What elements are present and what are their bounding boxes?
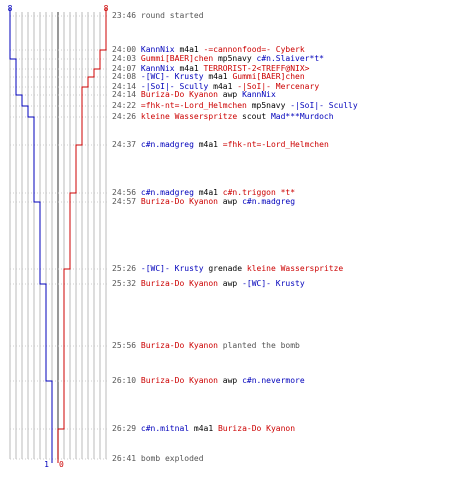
blue-player-name: c#n.madgreg: [140, 188, 194, 197]
event-text: awp: [217, 279, 243, 288]
blue-player-name: -[WC]- Krusty: [242, 279, 305, 288]
event-text: m4a1: [174, 64, 204, 73]
event-time: 25:32: [112, 279, 141, 288]
red-player-name: =fhk-nt=-Lord_Helmchen: [222, 140, 329, 149]
event-row: 25:32 Buriza-Do Kyanon awp -[WC]- Krusty: [112, 279, 305, 289]
event-text: mp5navy: [246, 101, 291, 110]
blue-player-name: c#n.mitnal: [140, 424, 190, 433]
event-text: awp: [217, 376, 243, 385]
event-row: 24:03 Gummi[BAER]chen mp5navy c#n.Slaive…: [112, 54, 324, 64]
red-team-alive-line: [57, 8, 107, 463]
red-player-name: Gummi[BAER]chen: [140, 54, 214, 63]
blue-player-name: Mad***Murdoch: [270, 112, 334, 121]
blue-player-name: c#n.madgreg: [242, 197, 296, 206]
event-text: m4a1: [174, 45, 204, 54]
event-text: awp: [217, 197, 243, 206]
red-player-name: Gummi[BAER]chen: [232, 72, 305, 81]
event-time: 24:37: [112, 140, 141, 149]
event-row: 24:26 kleine Wasserspritze scout Mad***M…: [112, 112, 334, 122]
blue-player-name: -|SoI|- Scully: [290, 101, 358, 110]
event-text: planted the bomb: [217, 341, 300, 350]
blue-player-name: c#n.madgreg: [140, 140, 194, 149]
event-text: m4a1: [193, 188, 223, 197]
event-text: round started: [140, 11, 204, 20]
event-row: 25:26 -[WC]- Krusty grenade kleine Wasse…: [112, 264, 343, 274]
event-row: 24:14 -|SoI|- Scully m4a1 -|SoI|- Mercen…: [112, 82, 319, 92]
blue-player-name: KannNix: [140, 64, 175, 73]
event-text: mp5navy: [213, 54, 257, 63]
red-player-name: Buriza-Do Kyanon: [140, 279, 218, 288]
event-time: 24:57: [112, 197, 141, 206]
event-row: 24:07 KannNix m4a1 TERRORIST-2<TREFF@NIX…: [112, 64, 310, 74]
event-time: 24:14: [112, 90, 141, 99]
red-player-name: kleine Wasserspritze: [246, 264, 344, 273]
blue-player-name: KannNix: [140, 45, 175, 54]
event-row: 26:41 bomb exploded: [112, 454, 204, 464]
event-time: 24:00: [112, 45, 141, 54]
event-row: 24:22 =fhk-nt=-Lord_Helmchen mp5navy -|S…: [112, 101, 358, 111]
event-time: 24:22: [112, 101, 141, 110]
event-time: 26:10: [112, 376, 141, 385]
red-player-name: TERRORIST-2<TREFF@NIX>: [203, 64, 310, 73]
event-time: 25:26: [112, 264, 141, 273]
blue-team-alive-line: [9, 8, 53, 463]
event-row: 24:14 Buriza-Do Kyanon awp KannNix: [112, 90, 276, 100]
event-text: scout: [237, 112, 271, 121]
event-text: m4a1: [189, 424, 218, 433]
blue-start-count: 8: [8, 4, 13, 13]
blue-player-name: c#n.Slaiver*t*: [256, 54, 324, 63]
red-player-name: -=cannonfood=- Cyberk: [203, 45, 305, 54]
red-player-name: Buriza-Do Kyanon: [140, 197, 218, 206]
event-time: 24:07: [112, 64, 141, 73]
event-time: 24:56: [112, 188, 141, 197]
event-row: 24:00 KannNix m4a1 -=cannonfood=- Cyberk: [112, 45, 305, 55]
event-row: 26:10 Buriza-Do Kyanon awp c#n.nevermore: [112, 376, 305, 386]
blue-player-name: c#n.nevermore: [242, 376, 305, 385]
event-time: 24:26: [112, 112, 141, 121]
event-row: 24:57 Buriza-Do Kyanon awp c#n.madgreg: [112, 197, 295, 207]
red-player-name: Buriza-Do Kyanon: [140, 376, 218, 385]
red-end-count: 0: [59, 460, 64, 469]
event-time: 24:03: [112, 54, 141, 63]
blue-end-count: 1: [44, 460, 49, 469]
red-player-name: c#n.triggon *t*: [222, 188, 296, 197]
event-text: m4a1: [193, 140, 223, 149]
red-player-name: Buriza-Do Kyanon: [217, 424, 296, 433]
blue-player-name: -|SoI|- Scully: [140, 82, 209, 91]
event-text: bomb exploded: [140, 454, 204, 463]
event-time: 26:29: [112, 424, 141, 433]
event-row: 24:37 c#n.madgreg m4a1 =fhk-nt=-Lord_Hel…: [112, 140, 329, 150]
blue-player-name: KannNix: [242, 90, 276, 99]
event-time: 25:56: [112, 341, 141, 350]
red-start-count: 8: [104, 4, 109, 13]
event-time: 23:46: [112, 11, 141, 20]
red-player-name: =fhk-nt=-Lord_Helmchen: [140, 101, 247, 110]
event-text: m4a1: [203, 72, 233, 81]
blue-player-name: -[WC]- Krusty: [140, 264, 204, 273]
event-time: 24:08: [112, 72, 141, 81]
event-text: awp: [217, 90, 243, 99]
blue-player-name: -[WC]- Krusty: [140, 72, 204, 81]
event-text: m4a1: [208, 82, 238, 91]
red-player-name: kleine Wasserspritze: [140, 112, 238, 121]
event-text: grenade: [203, 264, 247, 273]
event-row: 26:29 c#n.mitnal m4a1 Buriza-Do Kyanon: [112, 424, 295, 434]
event-row: 23:46 round started: [112, 11, 204, 21]
event-row: 24:56 c#n.madgreg m4a1 c#n.triggon *t*: [112, 188, 295, 198]
red-player-name: Buriza-Do Kyanon: [140, 90, 218, 99]
event-time: 26:41: [112, 454, 141, 463]
red-player-name: -|SoI|- Mercenary: [237, 82, 320, 91]
event-row: 24:08 -[WC]- Krusty m4a1 Gummi[BAER]chen: [112, 72, 305, 82]
red-player-name: Buriza-Do Kyanon: [140, 341, 218, 350]
event-row: 25:56 Buriza-Do Kyanon planted the bomb: [112, 341, 300, 351]
event-time: 24:14: [112, 82, 141, 91]
